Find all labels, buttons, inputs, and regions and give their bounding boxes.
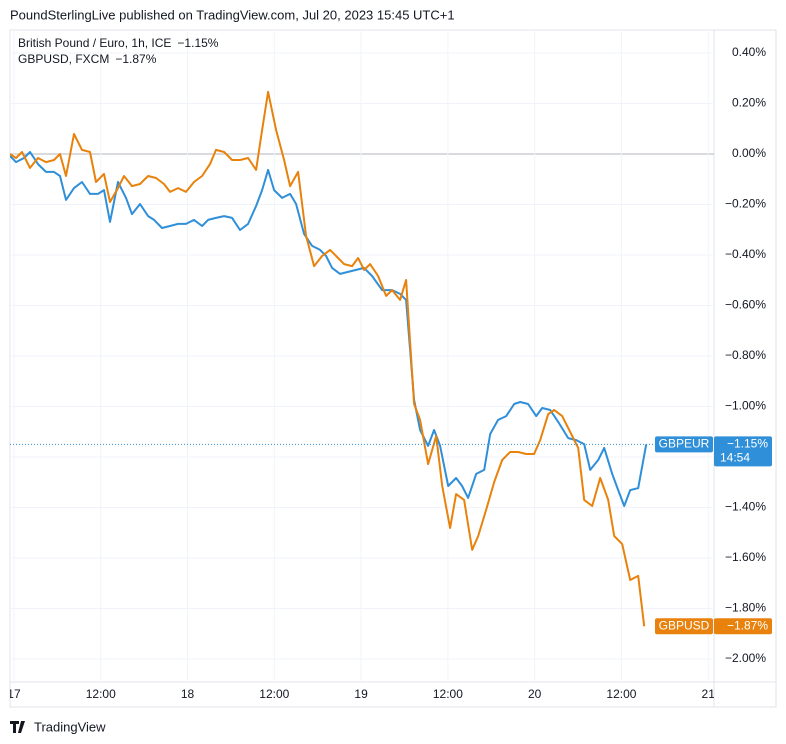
y-tick-label: 0.40% xyxy=(732,45,766,59)
x-tick-label: 12:00 xyxy=(86,687,116,701)
y-tick-label: −1.80% xyxy=(725,601,766,615)
price-tag xyxy=(714,618,772,635)
y-tick-label: 0.20% xyxy=(732,96,766,110)
y-tick-label: −0.60% xyxy=(725,298,766,312)
price-tag-label: −1.15% xyxy=(727,437,768,451)
legend-change: −1.87% xyxy=(115,52,156,66)
series-line xyxy=(10,151,648,507)
x-tick-label: 17 xyxy=(7,687,21,701)
logo: TradingView xyxy=(10,719,106,734)
legend-name: British Pound / Euro, 1h, ICE xyxy=(18,36,171,50)
symbol-tag xyxy=(655,618,713,635)
symbol-tag-label: GBPUSD xyxy=(659,618,710,632)
y-tick-label: −1.00% xyxy=(725,399,766,413)
x-tick-label: 12:00 xyxy=(433,687,463,701)
x-tick-label: 19 xyxy=(354,687,368,701)
y-tick-label: −1.40% xyxy=(725,500,766,514)
footer: TradingView xyxy=(34,719,106,734)
symbol-tag-label: GBPEUR xyxy=(659,437,710,451)
price-tag xyxy=(714,436,772,467)
symbol-tag xyxy=(655,436,713,453)
x-tick-label: 18 xyxy=(181,687,195,701)
y-tick-label: −0.20% xyxy=(725,197,766,211)
y-tick-label: −1.60% xyxy=(725,550,766,564)
frame xyxy=(9,29,777,708)
x-tick-label: 12:00 xyxy=(259,687,289,701)
countdown: 14:54 xyxy=(720,451,750,465)
price-tag-label: −1.87% xyxy=(727,618,768,632)
legend-name: GBPUSD, FXCM xyxy=(18,52,109,66)
y-tick-label: −2.00% xyxy=(725,651,766,665)
y-tick-label: 0.00% xyxy=(732,146,766,160)
header: PoundSterlingLive published on TradingVi… xyxy=(10,7,455,22)
x-tick-label: 20 xyxy=(528,687,542,701)
x-tick-label: 12:00 xyxy=(606,687,636,701)
legend-change: −1.15% xyxy=(177,36,218,50)
x-tick-label: 21 xyxy=(702,687,716,701)
y-tick-label: −0.80% xyxy=(725,348,766,362)
series-line xyxy=(10,90,646,627)
y-tick-label: −0.40% xyxy=(725,247,766,261)
